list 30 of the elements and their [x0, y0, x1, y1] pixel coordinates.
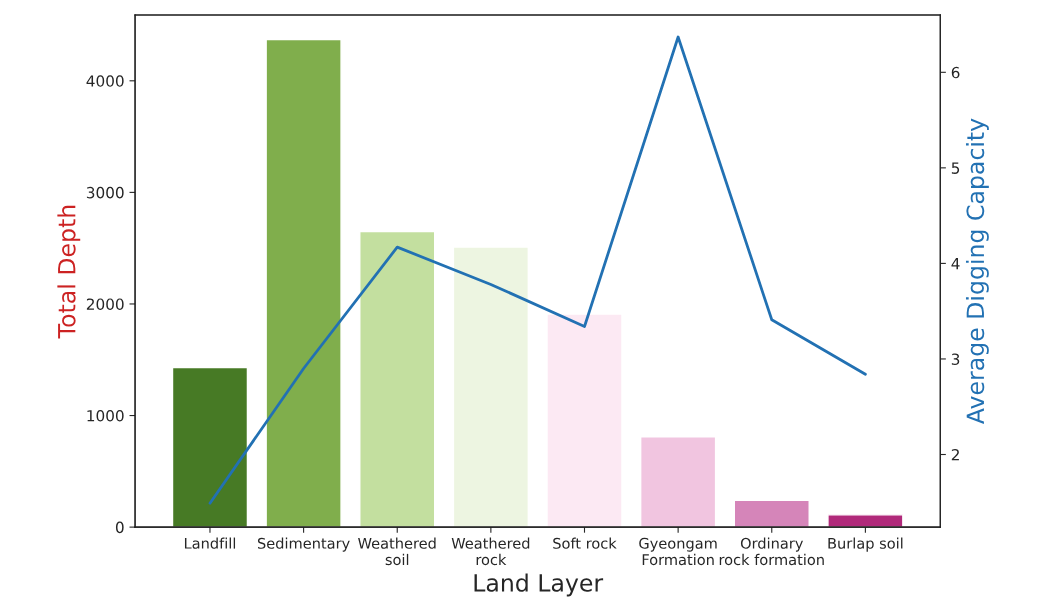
x-tick-label: Gyeongam Formation: [639, 537, 717, 566]
x-tick-label: Burlap soil: [828, 537, 903, 552]
line-series: [208, 35, 867, 505]
bar: [827, 514, 904, 528]
bar: [359, 230, 436, 528]
x-axis-title: Land Layer: [474, 573, 604, 597]
bar: [265, 38, 342, 528]
bar: [171, 366, 249, 528]
y2-tick-label: 6: [951, 66, 960, 79]
x-tick-label: Weathered rock: [451, 537, 530, 566]
bar: [639, 436, 717, 528]
y2-tick-label: 3: [951, 353, 960, 365]
y2-tick-label: 4: [951, 258, 960, 270]
y-tick-label: 1000: [87, 410, 124, 422]
bar: [733, 499, 810, 528]
y2-axis-title: Average Digging Capacity: [965, 118, 989, 425]
y-tick-label: 2000: [86, 298, 124, 310]
x-tick-label: Ordinary rock formation: [719, 537, 824, 566]
y-tick-label: 4000: [86, 75, 124, 87]
x-tick-label: Soft rock: [553, 537, 617, 549]
y-axis-title: Total Depth: [57, 205, 81, 339]
y2-tick-label: 2: [951, 448, 959, 461]
x-tick-label: Landfill: [184, 537, 236, 549]
bar: [452, 246, 530, 528]
y2-tick-label: 5: [951, 162, 960, 174]
y-tick-label: 0: [115, 521, 124, 534]
x-tick-label: Sedimentary: [257, 537, 350, 552]
x-tick-label: Weathered soil: [358, 537, 436, 566]
y-tick-label: 3000: [86, 186, 124, 199]
bar: [546, 313, 623, 528]
